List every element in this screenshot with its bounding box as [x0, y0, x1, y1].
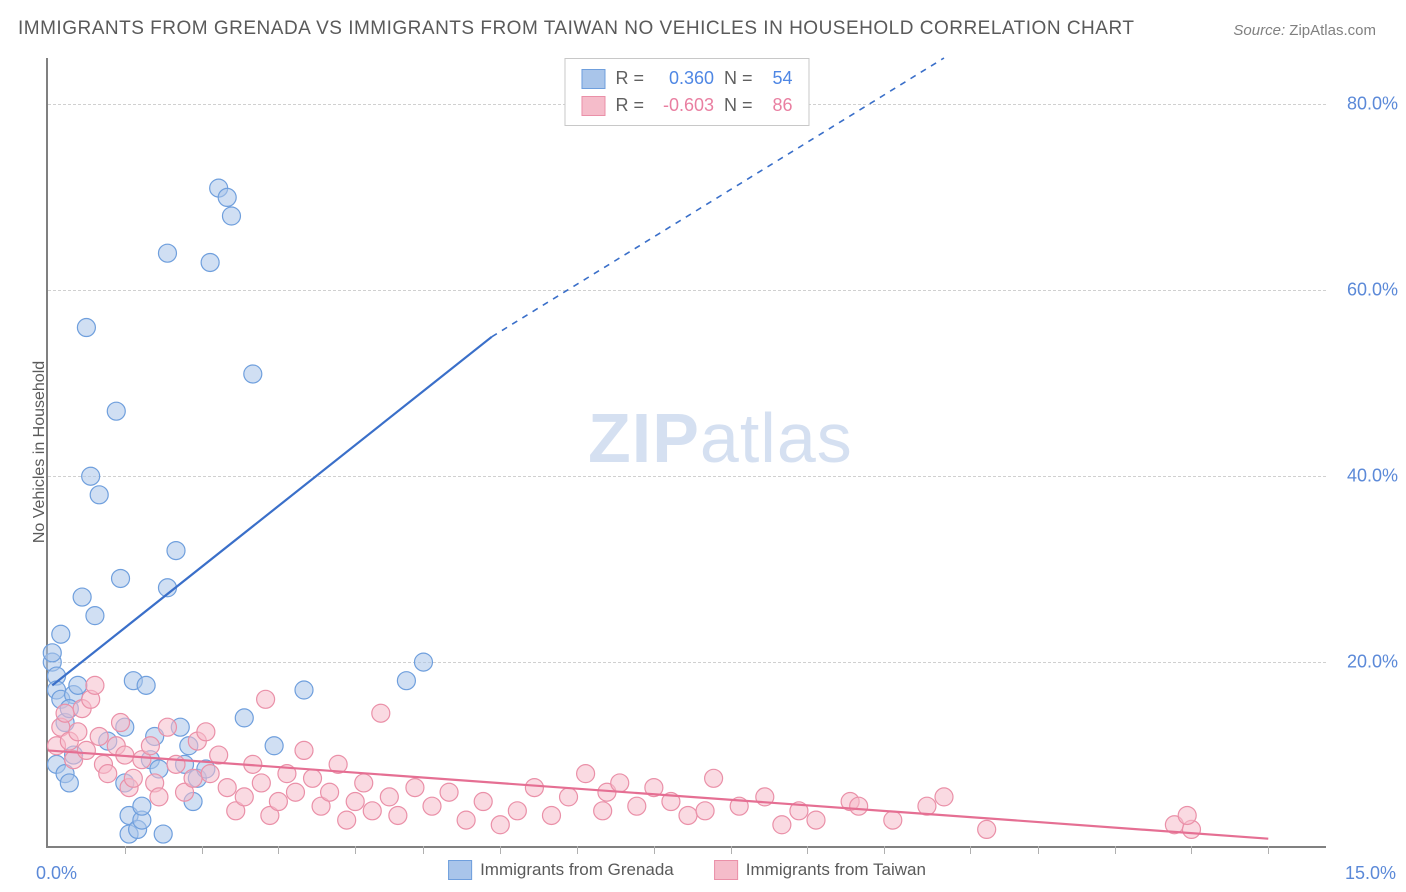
legend-label-grenada: Immigrants from Grenada: [480, 860, 674, 880]
legend-item-grenada: Immigrants from Grenada: [448, 860, 674, 880]
n-value-grenada: 54: [763, 65, 793, 92]
n-value-taiwan: 86: [763, 92, 793, 119]
r-label: R =: [615, 92, 644, 119]
stats-row-grenada: R = 0.360 N = 54: [581, 65, 792, 92]
x-axis-min-label: 0.0%: [36, 863, 77, 884]
legend-label-taiwan: Immigrants from Taiwan: [746, 860, 926, 880]
source-value: ZipAtlas.com: [1289, 22, 1376, 39]
y-tick-label: 40.0%: [1334, 466, 1398, 487]
plot-area: No Vehicles in Household ZIPatlas 20.0%4…: [46, 58, 1326, 848]
r-value-taiwan: -0.603: [654, 92, 714, 119]
n-label: N =: [724, 65, 753, 92]
chart-title: IMMIGRANTS FROM GRENADA VS IMMIGRANTS FR…: [18, 18, 1134, 40]
stats-row-taiwan: R = -0.603 N = 86: [581, 92, 792, 119]
legend-swatch-taiwan: [714, 860, 738, 880]
legend-item-taiwan: Immigrants from Taiwan: [714, 860, 926, 880]
y-axis-label: No Vehicles in Household: [31, 361, 49, 543]
r-label: R =: [615, 65, 644, 92]
legend: Immigrants from Grenada Immigrants from …: [448, 860, 926, 880]
r-value-grenada: 0.360: [654, 65, 714, 92]
swatch-grenada: [581, 69, 605, 89]
source-label: Source:: [1233, 22, 1285, 39]
y-tick-label: 60.0%: [1334, 280, 1398, 301]
source-attribution: Source: ZipAtlas.com: [1233, 22, 1376, 39]
n-label: N =: [724, 92, 753, 119]
x-axis-max-label: 15.0%: [1345, 863, 1396, 884]
legend-swatch-grenada: [448, 860, 472, 880]
swatch-taiwan: [581, 96, 605, 116]
chart-svg: [48, 58, 1326, 846]
correlation-stats-box: R = 0.360 N = 54 R = -0.603 N = 86: [564, 58, 809, 126]
y-tick-label: 20.0%: [1334, 652, 1398, 673]
y-tick-label: 80.0%: [1334, 94, 1398, 115]
